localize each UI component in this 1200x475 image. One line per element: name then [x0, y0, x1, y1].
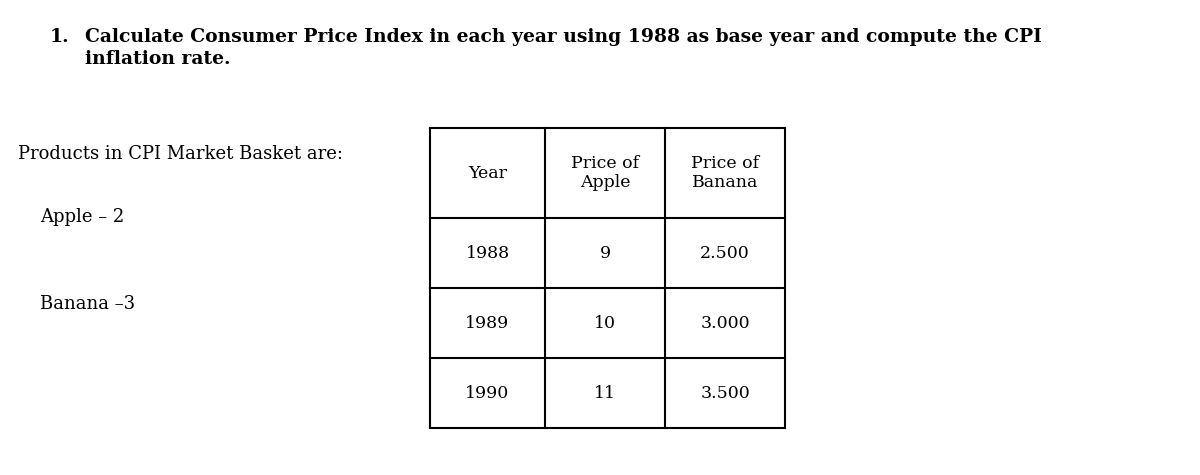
Text: 1.: 1.: [50, 28, 70, 46]
Text: 10: 10: [594, 314, 616, 332]
Text: Year: Year: [468, 164, 508, 181]
Text: 1988: 1988: [466, 245, 510, 262]
Text: Banana –3: Banana –3: [40, 295, 136, 313]
Text: Calculate Consumer Price Index in each year using 1988 as base year and compute : Calculate Consumer Price Index in each y…: [85, 28, 1042, 46]
Text: 11: 11: [594, 384, 616, 401]
Text: Apple – 2: Apple – 2: [40, 208, 125, 226]
Text: Price of
Banana: Price of Banana: [691, 155, 760, 191]
Text: 3.500: 3.500: [700, 384, 750, 401]
Text: 9: 9: [600, 245, 611, 262]
Text: 3.000: 3.000: [700, 314, 750, 332]
Text: 1990: 1990: [466, 384, 510, 401]
Text: Products in CPI Market Basket are:: Products in CPI Market Basket are:: [18, 145, 343, 163]
Text: 1989: 1989: [466, 314, 510, 332]
Text: 2.500: 2.500: [700, 245, 750, 262]
Text: inflation rate.: inflation rate.: [85, 50, 230, 68]
Text: Price of
Apple: Price of Apple: [571, 155, 640, 191]
